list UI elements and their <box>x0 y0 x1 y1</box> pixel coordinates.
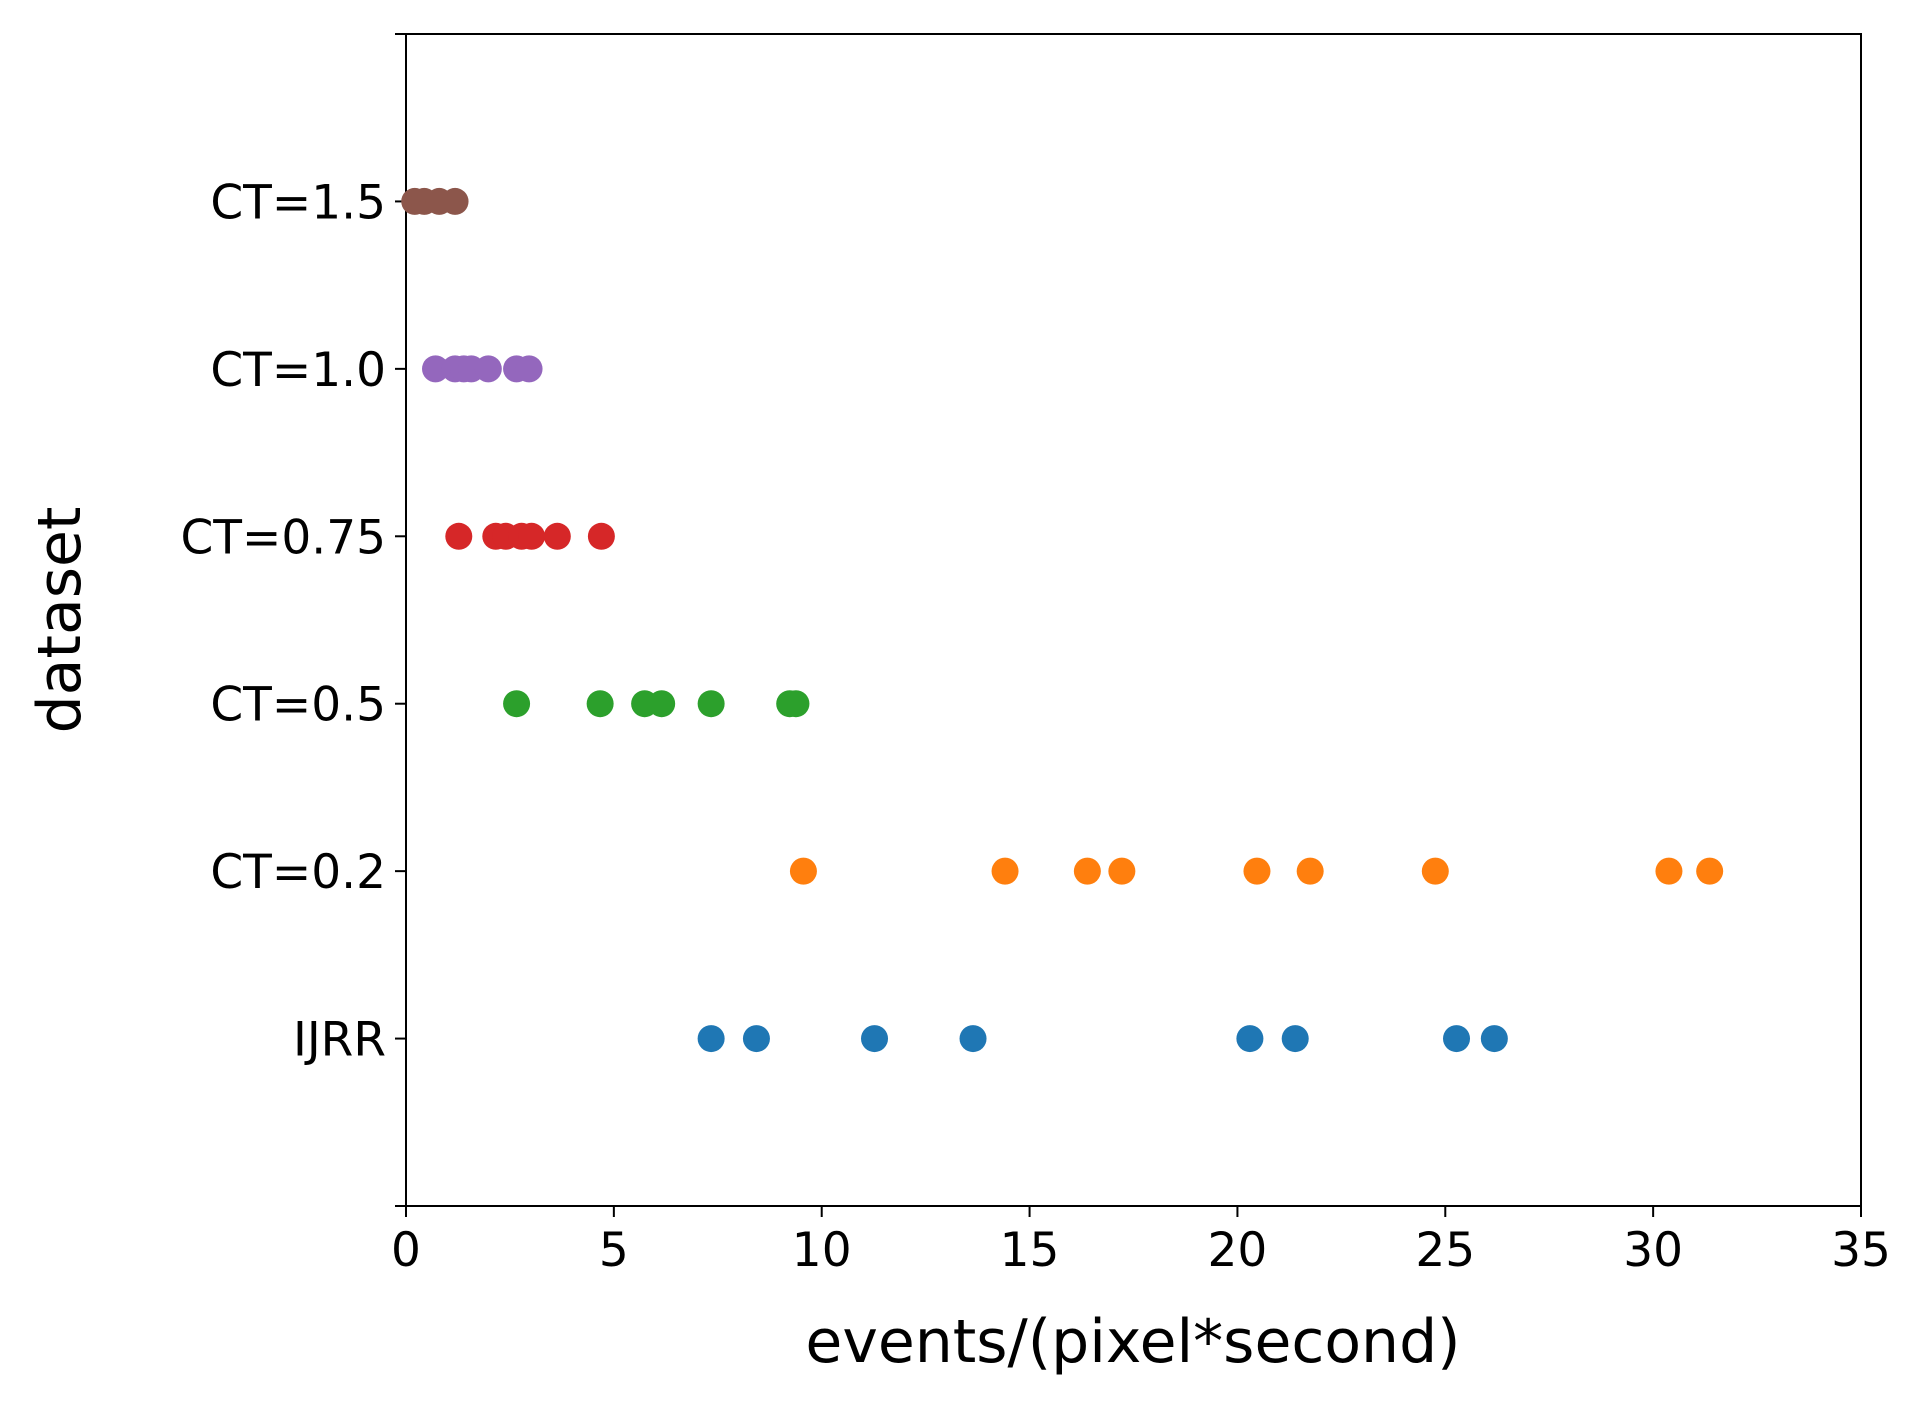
point <box>782 690 810 718</box>
point <box>697 1025 725 1053</box>
point <box>445 522 473 550</box>
y-tick-label: CT=0.75 <box>180 510 386 565</box>
y-tick-label: CT=0.5 <box>210 678 386 733</box>
point <box>1421 857 1449 885</box>
point <box>587 522 615 550</box>
x-tick-label: 5 <box>599 1223 629 1278</box>
point <box>515 355 543 383</box>
point <box>1480 1025 1508 1053</box>
x-tick-label: 25 <box>1415 1223 1475 1278</box>
point <box>422 355 450 383</box>
point <box>648 690 676 718</box>
plot-frame <box>405 33 1862 1207</box>
x-tick-label: 20 <box>1208 1223 1268 1278</box>
point <box>441 187 469 215</box>
point <box>1696 857 1724 885</box>
point <box>1073 857 1101 885</box>
point <box>1243 857 1271 885</box>
x-axis-label: events/(pixel*second) <box>805 1307 1460 1377</box>
point <box>991 857 1019 885</box>
x-tick-label: 10 <box>792 1223 852 1278</box>
y-tick-label: IJRR <box>293 1013 386 1068</box>
point <box>697 690 725 718</box>
point <box>474 355 502 383</box>
y-axis-label: dataset <box>25 507 95 734</box>
x-tick-label: 0 <box>391 1223 421 1278</box>
point <box>1281 1025 1309 1053</box>
point <box>861 1025 889 1053</box>
point <box>1443 1025 1471 1053</box>
point <box>586 690 614 718</box>
y-tick-label: CT=1.0 <box>210 343 386 398</box>
point <box>959 1025 987 1053</box>
x-tick-label: 35 <box>1831 1223 1891 1278</box>
point <box>1236 1025 1264 1053</box>
point <box>1296 857 1324 885</box>
point <box>543 522 571 550</box>
x-tick-label: 15 <box>1000 1223 1060 1278</box>
y-tick-label: CT=1.5 <box>210 175 386 230</box>
point <box>742 1025 770 1053</box>
point <box>1108 857 1136 885</box>
point <box>789 857 817 885</box>
point <box>1655 857 1683 885</box>
point <box>503 690 531 718</box>
x-tick-label: 30 <box>1623 1223 1683 1278</box>
point <box>518 522 546 550</box>
y-tick-label: CT=0.2 <box>210 845 386 900</box>
